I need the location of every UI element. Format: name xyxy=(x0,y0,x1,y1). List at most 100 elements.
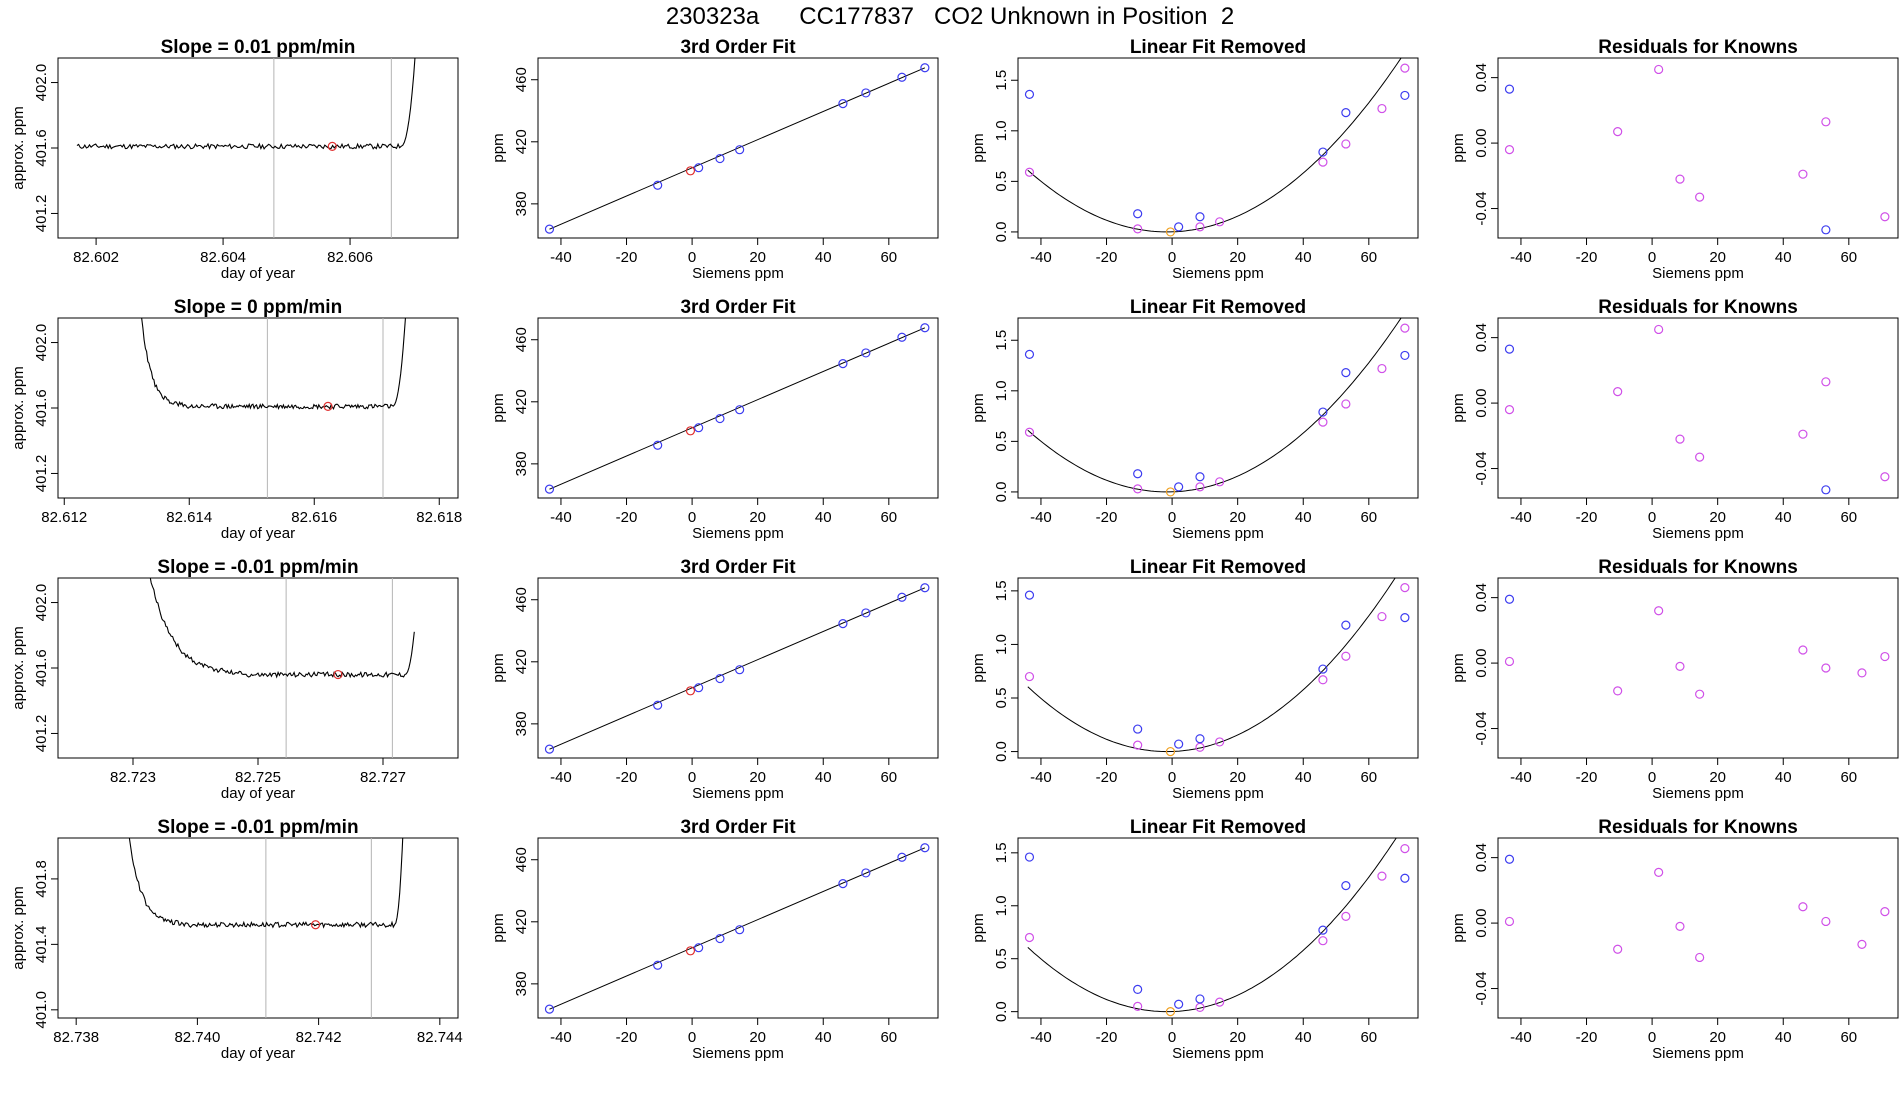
y-axis-label: ppm xyxy=(490,913,507,942)
standard-point xyxy=(653,700,663,710)
known-point-blue xyxy=(1024,89,1035,100)
y-tick-label: 401.8 xyxy=(33,860,50,898)
y-tick-label: 1.0 xyxy=(993,634,1010,655)
panel-residuals-row-1: Residuals for Knowns -40 -20 0 20 40 60 -0.04 0.… xyxy=(1450,37,1899,282)
x-tick-label: 40 xyxy=(815,1029,832,1046)
panel-title: Slope = -0.01 ppm/min xyxy=(157,557,358,578)
residual-point-magenta xyxy=(1798,645,1808,655)
standard-point xyxy=(694,423,704,433)
x-tick-label: -20 xyxy=(1096,249,1118,266)
residual-point-magenta xyxy=(1798,169,1808,179)
known-point-magenta xyxy=(1133,740,1143,750)
x-tick-label: 60 xyxy=(1840,769,1857,786)
y-axis-label: ppm xyxy=(970,133,987,162)
x-tick-label: 82.612 xyxy=(41,509,87,526)
residual-point-magenta xyxy=(1654,606,1664,616)
standard-point xyxy=(544,484,555,494)
x-tick-label: -20 xyxy=(1096,509,1118,526)
known-point-blue xyxy=(1174,482,1184,492)
y-tick-label: 420 xyxy=(513,649,530,674)
x-axis-label: Siemens ppm xyxy=(692,1045,784,1062)
y-tick-label: 402.0 xyxy=(33,64,50,102)
x-tick-label: 20 xyxy=(1229,249,1246,266)
y-tick-label: 0.5 xyxy=(993,948,1010,969)
plot-frame xyxy=(57,837,459,1019)
panel-linear_removed-row-3: Linear Fit Removed -40 -20 0 20 40 60 0.0 0.5 1.0… xyxy=(970,557,1419,802)
y-axis-label: ppm xyxy=(490,133,507,162)
quadratic-curve xyxy=(1027,578,1396,753)
residual-point-blue xyxy=(1821,485,1831,495)
residual-point-magenta xyxy=(1821,377,1831,387)
panel-fit-row-1: 3rd Order Fit -40 -20 0 20 40 60 380 420 460 Sieme… xyxy=(490,37,939,282)
standard-point xyxy=(920,843,930,853)
x-axis-label: Siemens ppm xyxy=(1652,265,1744,282)
x-tick-label: 0 xyxy=(1168,769,1176,786)
unknown-point xyxy=(1165,227,1176,237)
y-tick-label: 380 xyxy=(513,971,530,996)
y-tick-label: 402.0 xyxy=(33,324,50,362)
plot-area xyxy=(544,583,930,754)
y-tick-label: 0.04 xyxy=(1473,63,1490,92)
x-tick-label: -20 xyxy=(1096,769,1118,786)
plot-frame xyxy=(537,577,939,759)
y-tick-label: 460 xyxy=(513,67,530,92)
residual-point-magenta xyxy=(1798,902,1808,912)
x-tick-label: 40 xyxy=(1775,1029,1792,1046)
standard-point xyxy=(544,744,555,754)
known-point-magenta xyxy=(1024,932,1035,943)
residual-point-magenta xyxy=(1857,668,1867,678)
plot-area xyxy=(1024,578,1410,757)
y-tick-label: 401.2 xyxy=(33,195,50,233)
y-tick-label: 1.5 xyxy=(993,580,1010,601)
x-tick-label: 40 xyxy=(1775,249,1792,266)
known-point-blue xyxy=(1195,734,1205,744)
y-tick-label: 0.5 xyxy=(993,431,1010,452)
x-axis-label: Siemens ppm xyxy=(1172,785,1264,802)
x-tick-label: 0 xyxy=(688,509,696,526)
plot-frame xyxy=(1497,577,1899,759)
standard-point xyxy=(861,608,871,618)
y-tick-label: 401.0 xyxy=(33,991,50,1029)
panel-title: Residuals for Knowns xyxy=(1598,37,1798,58)
x-tick-label: 82.723 xyxy=(110,769,156,786)
panel-linear_removed-row-2: Linear Fit Removed -40 -20 0 20 40 60 0.0 0.5 1.0… xyxy=(970,297,1419,542)
fit-curve xyxy=(549,587,926,750)
known-point-magenta xyxy=(1215,477,1225,487)
plot-frame xyxy=(1497,57,1899,239)
fit-curve xyxy=(549,67,926,230)
y-tick-label: 460 xyxy=(513,587,530,612)
known-point-magenta xyxy=(1341,911,1351,921)
y-axis-label: ppm xyxy=(970,393,987,422)
standard-point xyxy=(920,583,930,593)
known-point-magenta xyxy=(1377,103,1387,114)
plot-area xyxy=(1504,324,1890,495)
unknown-mean-point xyxy=(323,401,333,411)
quadratic-curve xyxy=(1027,58,1402,233)
y-tick-label: 0.0 xyxy=(993,1001,1010,1022)
known-point-magenta xyxy=(1024,671,1035,682)
residual-point-magenta xyxy=(1675,434,1685,444)
residual-point-magenta xyxy=(1613,127,1623,137)
x-axis-label: Siemens ppm xyxy=(692,525,784,542)
known-point-blue xyxy=(1318,407,1328,417)
x-tick-label: -40 xyxy=(1030,249,1052,266)
x-tick-label: 60 xyxy=(1360,769,1377,786)
standard-point xyxy=(653,960,663,970)
known-point-blue xyxy=(1341,108,1351,118)
y-tick-label: 380 xyxy=(513,191,530,216)
panel-title: 3rd Order Fit xyxy=(680,37,796,58)
y-axis-label: ppm xyxy=(1450,393,1467,422)
x-tick-label: -40 xyxy=(1510,769,1532,786)
fit-curve xyxy=(549,847,926,1010)
known-point-magenta xyxy=(1318,675,1328,685)
known-point-blue xyxy=(1318,664,1328,674)
y-tick-label: -0.04 xyxy=(1473,971,1490,1005)
x-tick-label: 20 xyxy=(1709,1029,1726,1046)
x-tick-label: -40 xyxy=(550,1029,572,1046)
residual-point-blue xyxy=(1504,594,1515,604)
y-tick-label: 0.0 xyxy=(993,741,1010,762)
known-point-magenta xyxy=(1400,63,1410,73)
plot-frame xyxy=(1017,837,1419,1019)
panel-title: Residuals for Knowns xyxy=(1598,297,1798,318)
plot-frame xyxy=(1017,317,1419,499)
